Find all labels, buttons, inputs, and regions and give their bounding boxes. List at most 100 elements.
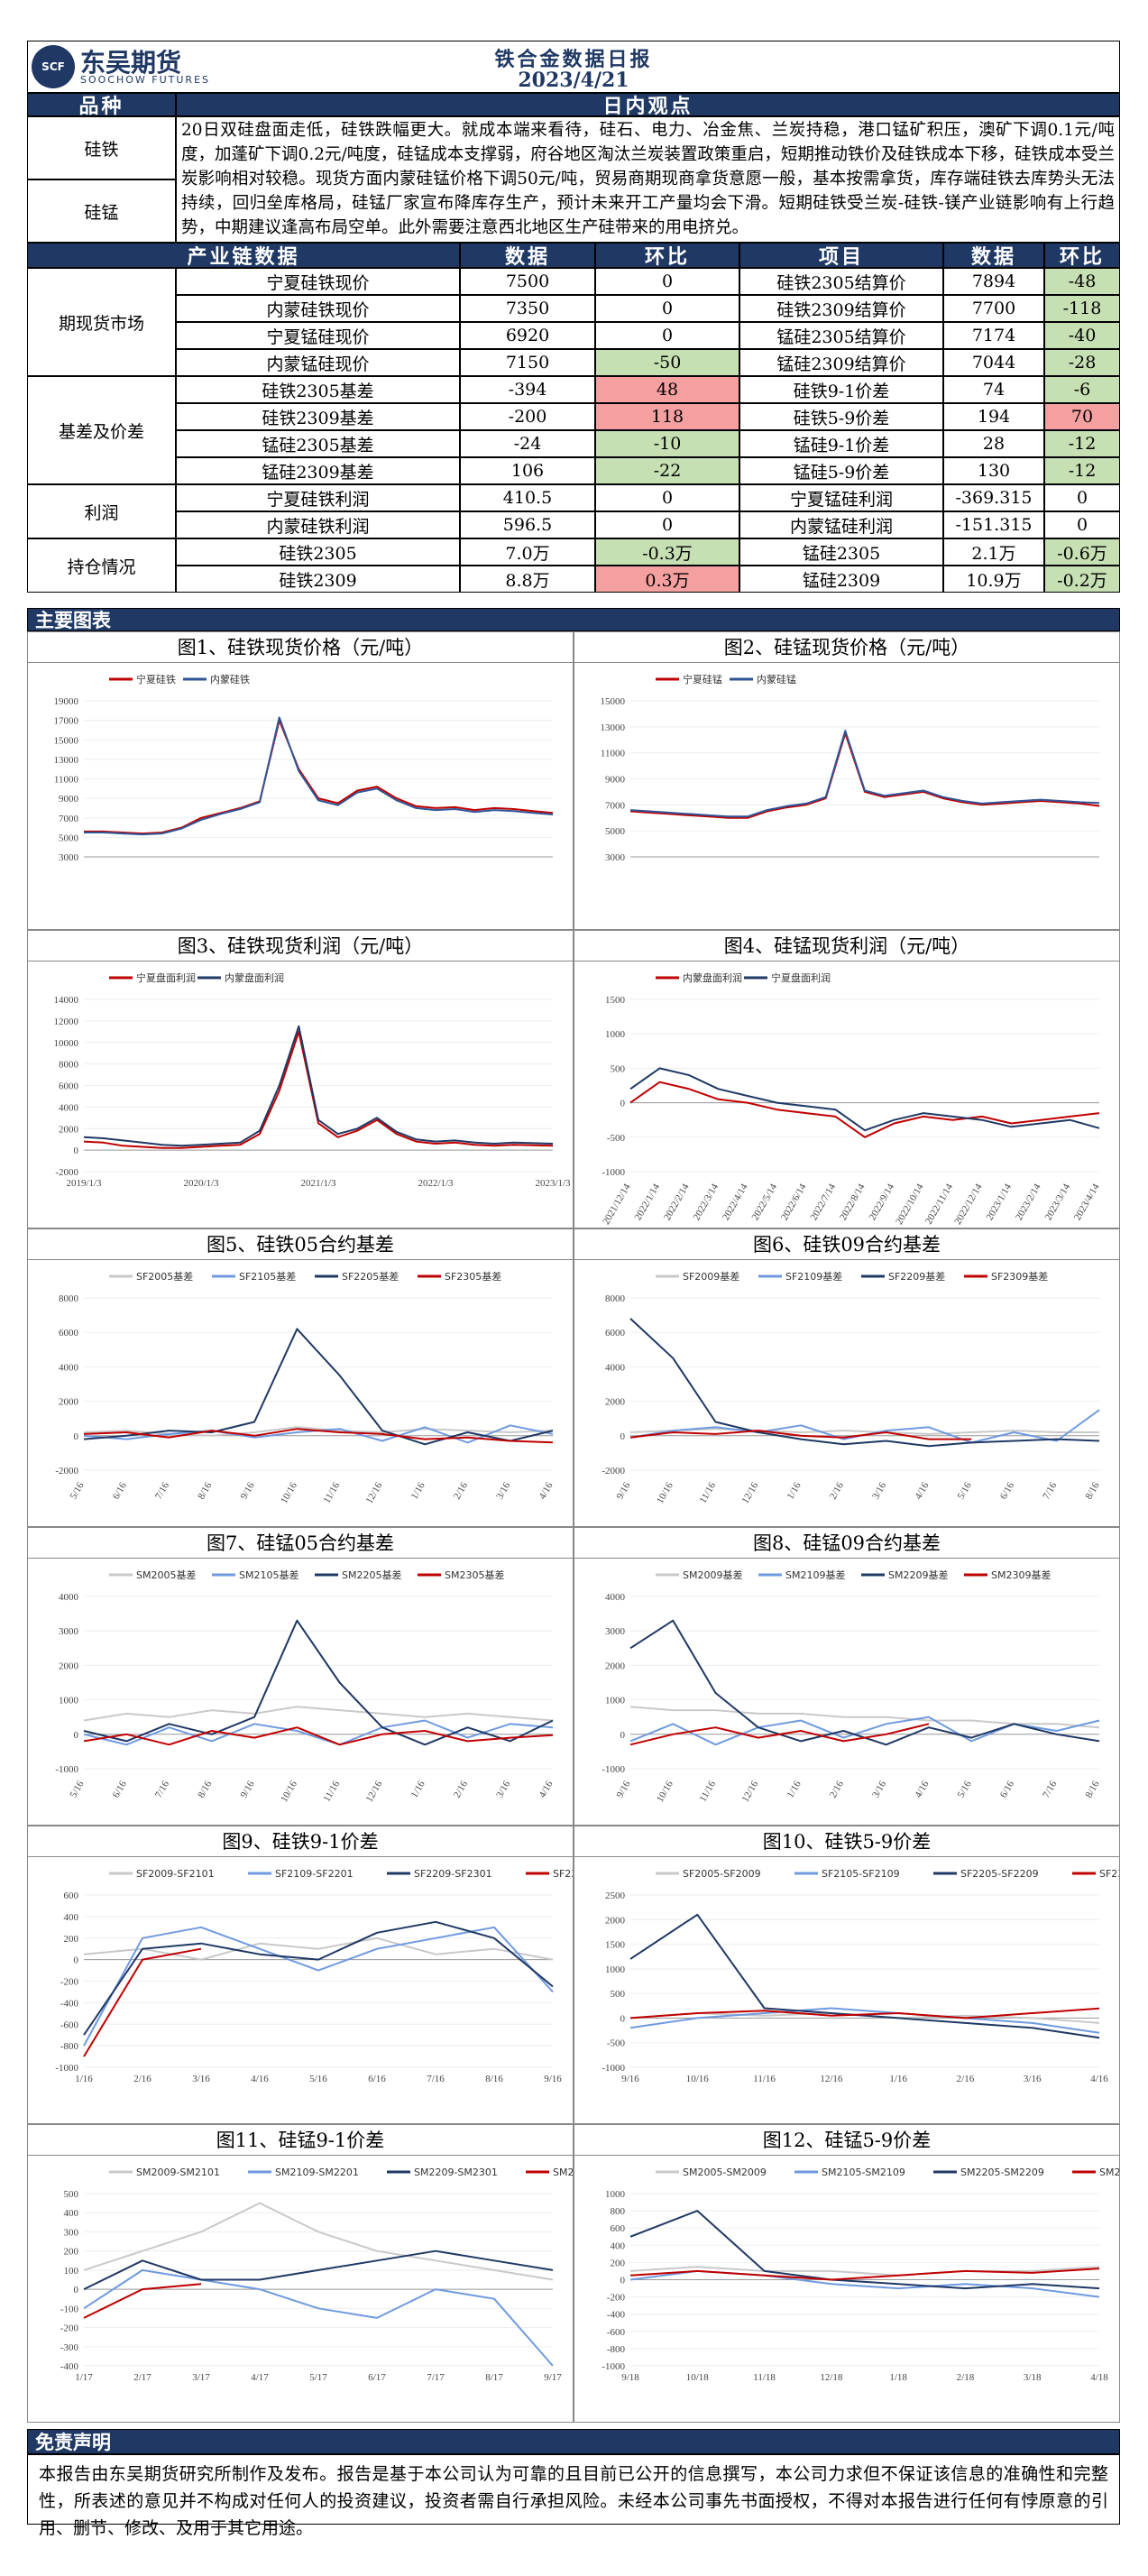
chart-12: SM2005-SM2009 SM2105-SM2109 SM2205-SM2209 S… (602, 2167, 1119, 2383)
y-tick-label: 10000 (54, 1038, 79, 1049)
legend-entry: 内蒙盘面利润 (225, 971, 284, 984)
table-row-change: 0.3万 (595, 566, 739, 593)
x-tick-label: 10/16 (655, 1480, 675, 1505)
x-tick-label: 2022/6/14 (779, 1182, 809, 1222)
report-date: 2023/4/21 (518, 69, 629, 92)
table-row-label2: 锰硅5-9价差 (739, 457, 943, 484)
x-tick-label: 2022/5/14 (749, 1182, 779, 1222)
table-row-value: 7500 (460, 268, 595, 295)
y-tick-label: 19000 (54, 696, 79, 707)
x-tick-label: 6/17 (368, 2372, 386, 2383)
x-tick-label: 7/17 (427, 2372, 445, 2383)
legend-entry: SF2205基差 (342, 1270, 399, 1283)
table-header-item: 项目 (739, 243, 943, 268)
y-tick-label: -1000 (602, 2361, 625, 2372)
x-tick-label: 10/16 (279, 1480, 299, 1505)
x-tick-label: 12/16 (820, 2074, 843, 2084)
table-row-value: 6920 (460, 322, 595, 349)
series-line (83, 1424, 554, 1444)
x-tick-label: 2/16 (957, 2074, 975, 2084)
y-tick-label: 0 (74, 1955, 79, 1966)
y-tick-label: 2000 (605, 1915, 626, 1926)
x-tick-label: 2019/1/3 (66, 1178, 102, 1189)
table-row-label2: 硅铁2305结算价 (739, 268, 943, 295)
view-header: 日内观点 (176, 93, 1120, 116)
y-tick-label: 0 (74, 1145, 79, 1156)
x-tick-label: 10/16 (686, 2074, 710, 2084)
x-tick-label: 2020/1/3 (183, 1178, 219, 1189)
x-tick-label: 7/16 (153, 1480, 171, 1501)
x-tick-label: 2022/9/14 (867, 1182, 896, 1222)
table-row-change: -0.3万 (595, 538, 739, 566)
legend-entry: 宁夏硅锰 (683, 673, 722, 685)
x-tick-label: 5/16 (956, 1779, 974, 1799)
legend-entry: SM2309基差 (991, 1569, 1051, 1581)
x-tick-label: 9/16 (239, 1480, 257, 1501)
disclaimer-text: 本报告由东吴期货研究所制作及发布。报告是基于本公司认为可靠的且目前已公开的信息撰… (27, 2454, 1120, 2538)
x-tick-label: 8/16 (485, 2074, 503, 2084)
table-row-value2: 7174 (943, 322, 1044, 349)
y-tick-label: 1500 (605, 995, 626, 1006)
x-tick-label: 1/17 (75, 2372, 93, 2383)
table-row-change: -50 (595, 349, 739, 376)
legend-entry: 宁夏盘面利润 (771, 971, 831, 984)
legend-entry: 内蒙盘面利润 (683, 971, 742, 984)
x-tick-label: 3/16 (1024, 2074, 1042, 2084)
x-tick-label: 10/18 (686, 2372, 710, 2383)
legend-entry: SF2109基差 (785, 1270, 842, 1283)
x-tick-label: 2023/3/14 (1042, 1182, 1072, 1222)
x-tick-label: 2021/1/3 (300, 1178, 336, 1189)
x-tick-label: 2/17 (133, 2372, 152, 2383)
y-tick-label: -400 (60, 1998, 79, 2009)
x-tick-label: 2022/7/14 (808, 1182, 838, 1222)
legend-entry: SF2005-SF2009 (683, 1868, 761, 1880)
chart-1: 宁夏硅铁 内蒙硅铁 3000 5000 7000 9000 11000 13000 15000 1… (54, 673, 554, 863)
x-tick-label: 4/16 (537, 1480, 555, 1501)
chart-panel-1: 图1、硅铁现货价格（元/吨） 宁夏硅铁 内蒙硅铁 3000 5000 7000 9000 11… (27, 631, 574, 930)
series-line (629, 1081, 1100, 1138)
y-tick-label: -600 (60, 2019, 79, 2030)
table-row-change2: -0.6万 (1044, 538, 1120, 566)
table-row-value2: 7044 (943, 349, 1044, 376)
table-row-value2: 10.9万 (943, 566, 1044, 593)
table-row-label: 硅铁2305基差 (176, 376, 460, 403)
chart-2: 宁夏硅锰 内蒙硅锰 3000 5000 7000 9000 11000 13000 15000 (601, 673, 1100, 863)
report-header: SCF 东吴期货 SOOCHOW FUTURES 铁合金数据日报 2023/4/… (27, 41, 1120, 93)
y-tick-label: 0 (74, 1431, 79, 1442)
x-tick-label: 9/18 (621, 2372, 639, 2383)
y-tick-label: 4000 (605, 1592, 626, 1603)
y-tick-label: 17000 (54, 716, 79, 727)
chart-panel-3: 图3、硅铁现货利润（元/吨） 宁夏盘面利润 内蒙盘面利润 -2000 0 2000 4000… (27, 930, 574, 1228)
chart-title: 图5、硅铁05合约基差 (28, 1229, 573, 1260)
y-tick-label: 1000 (605, 1964, 626, 1975)
y-tick-label: 2000 (59, 1661, 79, 1671)
legend-entry: SM2009-SM2101 (136, 2167, 220, 2178)
y-tick-label: 3000 (59, 852, 79, 863)
y-tick-label: 6000 (605, 1328, 626, 1339)
y-tick-label: -1000 (602, 1167, 625, 1178)
series-line (629, 1318, 1100, 1448)
chart-title: 图9、硅铁9-1价差 (28, 1826, 573, 1857)
x-tick-label: 2/18 (957, 2372, 975, 2383)
x-tick-label: 1/16 (409, 1779, 427, 1799)
legend-entry: 内蒙硅铁 (210, 673, 250, 685)
legend-entry: SM2209-SM2301 (414, 2167, 498, 2178)
legend-entry: SF2205-SF2209 (960, 1868, 1039, 1880)
y-tick-label: -500 (607, 1133, 626, 1144)
legend-entry: 内蒙硅锰 (757, 673, 796, 685)
y-tick-label: 2000 (59, 1397, 79, 1408)
y-tick-label: 1000 (605, 2189, 626, 2200)
x-tick-label: 5/17 (309, 2372, 327, 2383)
x-tick-label: 9/17 (544, 2372, 562, 2383)
x-tick-label: 9/16 (544, 2074, 562, 2084)
table-group-name: 基差及价差 (27, 376, 176, 484)
y-tick-label: 0 (620, 1431, 626, 1442)
table-row-label2: 宁夏锰硅利润 (739, 484, 943, 511)
y-tick-label: 8000 (59, 1293, 79, 1304)
table-row-change: 0 (595, 295, 739, 322)
table-row-label2: 锰硅2305 (739, 538, 943, 566)
x-tick-label: 9/16 (614, 1480, 632, 1501)
y-tick-label: 600 (64, 1891, 79, 1901)
x-tick-label: 12/16 (364, 1480, 385, 1505)
chart-panel-10: 图10、硅铁5-9价差 SF2005-SF2009 SF2105-SF2109 SF2… (574, 1826, 1120, 2124)
